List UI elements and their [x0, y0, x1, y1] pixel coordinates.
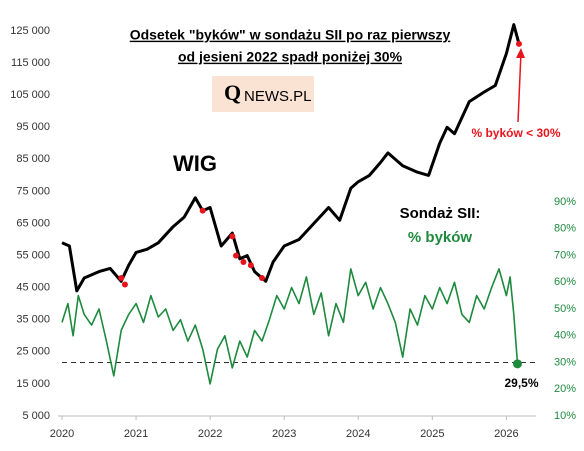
y2-tick-label: 20% — [554, 383, 576, 395]
arrow — [517, 51, 522, 123]
y-tick-label: 55 000 — [16, 249, 50, 261]
logo: NEWS.PL — [244, 88, 312, 105]
y-tick-label: 15 000 — [16, 378, 50, 390]
highlight-point — [233, 252, 240, 259]
y-tick-label: 95 000 — [16, 121, 50, 133]
y-tick-label: 45 000 — [16, 282, 50, 294]
y2-tick-label: 30% — [554, 356, 576, 368]
y-tick-label: 25 000 — [16, 346, 50, 358]
x-tick-label: 2023 — [272, 428, 296, 440]
highlight-point — [247, 262, 254, 269]
y2-tick-label: 80% — [554, 223, 576, 235]
annotation: % byków < 30% — [471, 126, 560, 140]
highlight-point — [229, 233, 236, 240]
series-line — [61, 23, 521, 293]
y-tick-label: 85 000 — [16, 153, 50, 165]
series-label: WIG — [173, 151, 217, 176]
data-label: 29,5% — [504, 376, 538, 390]
y2-tick-label: 40% — [554, 330, 576, 342]
series-line — [61, 268, 519, 385]
chart-title: Odsetek "byków" w sondażu SII po raz pie… — [130, 27, 451, 43]
y2-tick-label: 50% — [554, 303, 576, 315]
y2-tick-label: 70% — [554, 249, 576, 261]
logo: Q — [224, 80, 241, 105]
y-tick-label: 75 000 — [16, 185, 50, 197]
logo-box — [212, 76, 314, 112]
highlight-point — [121, 281, 128, 288]
x-tick-label: 2022 — [198, 428, 222, 440]
arrow-head — [516, 48, 525, 58]
y-tick-label: 35 000 — [16, 314, 50, 326]
series-label: Sondaż SII: — [400, 205, 481, 222]
y-tick-label: 105 000 — [10, 89, 50, 101]
x-tick-label: 2020 — [50, 428, 74, 440]
highlight-point — [118, 275, 125, 282]
chart-title: od jesieni 2022 spadł poniżej 30% — [178, 49, 403, 65]
y2-tick-label: 90% — [554, 196, 576, 208]
highlight-point — [199, 207, 206, 214]
highlight-point — [258, 275, 265, 282]
highlight-point — [515, 40, 522, 47]
y2-tick-label: 10% — [554, 410, 576, 422]
x-tick-label: 2024 — [346, 428, 370, 440]
y-tick-label: 5 000 — [22, 410, 50, 422]
x-tick-label: 2026 — [494, 428, 518, 440]
y-tick-label: 125 000 — [10, 25, 50, 37]
y2-tick-label: 60% — [554, 276, 576, 288]
y-tick-label: 65 000 — [16, 217, 50, 229]
y-tick-label: 115 000 — [11, 57, 50, 69]
x-tick-label: 2021 — [124, 428, 148, 440]
x-tick-label: 2025 — [420, 428, 444, 440]
end-point — [512, 359, 522, 369]
series-label: % byków — [408, 229, 473, 246]
highlight-point — [240, 259, 247, 265]
